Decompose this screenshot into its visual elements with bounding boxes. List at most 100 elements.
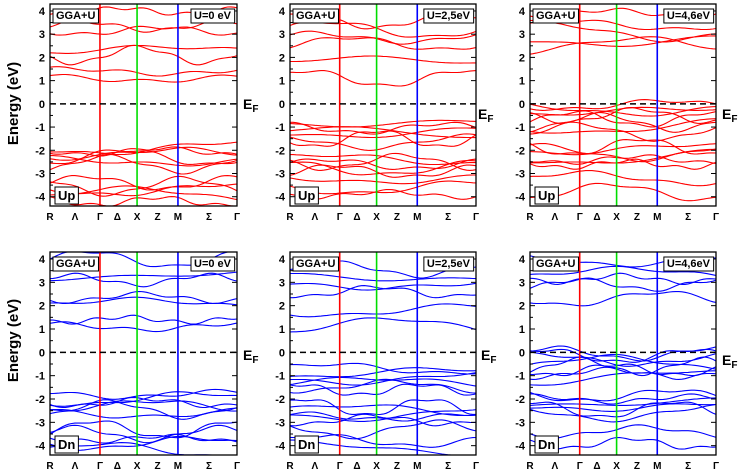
band-line xyxy=(290,413,476,427)
method-label-box xyxy=(52,256,99,272)
fermi-label-2: EF xyxy=(478,106,494,125)
k-point-label: Γ xyxy=(577,461,583,472)
band-line xyxy=(530,103,716,117)
k-point-label: Λ xyxy=(552,212,559,223)
band-line xyxy=(290,303,476,318)
method-label-box xyxy=(532,256,579,272)
y-tick-label: -2 xyxy=(515,394,525,406)
k-point-label: R xyxy=(46,461,54,472)
band-line xyxy=(530,389,716,402)
bands-group xyxy=(50,6,237,206)
band-line xyxy=(530,182,716,202)
band-line xyxy=(530,139,716,155)
spin-label: Up xyxy=(538,188,555,203)
k-point-label: Λ xyxy=(312,212,319,223)
band-line xyxy=(290,434,476,448)
k-point-label: X xyxy=(373,212,380,223)
spin-label-box xyxy=(54,186,79,205)
k-point-label: Z xyxy=(634,212,640,223)
band-line xyxy=(290,37,476,50)
y-tick-label: 2 xyxy=(39,301,45,313)
method-label-box xyxy=(532,8,579,24)
band-line xyxy=(530,401,716,418)
band-line xyxy=(50,44,237,66)
band-line xyxy=(290,70,476,87)
k-point-label: Σ xyxy=(206,461,212,472)
y-tick-label: 2 xyxy=(279,301,285,313)
y-tick-label: -3 xyxy=(35,417,45,429)
k-point-label: Γ xyxy=(97,461,103,472)
y-axis-label-top: Energy (eV) xyxy=(5,61,23,146)
band-line xyxy=(290,127,476,139)
y-tick-label: 4 xyxy=(519,254,526,266)
k-point-label: Γ xyxy=(473,212,479,223)
k-point-label: Γ xyxy=(337,461,343,472)
method-label: GGA+U xyxy=(296,258,335,270)
k-point-label: Γ xyxy=(713,212,719,223)
y-tick-label: 2 xyxy=(39,52,45,64)
y-tick-label: -1 xyxy=(275,371,285,383)
k-point-label: Λ xyxy=(72,212,79,223)
y-tick-label: 4 xyxy=(39,254,46,266)
band-line xyxy=(290,409,476,422)
y-tick-label: -1 xyxy=(35,371,45,383)
k-point-label: R xyxy=(46,212,54,223)
fermi-label-5: EF xyxy=(481,347,497,366)
band-line xyxy=(290,376,476,387)
method-label: GGA+U xyxy=(536,10,575,22)
band-line xyxy=(50,272,237,288)
band-line xyxy=(530,118,716,134)
k-point-label: Z xyxy=(634,461,640,472)
band-line xyxy=(50,391,237,407)
spin-label-box xyxy=(54,435,79,454)
y-tick-label: -1 xyxy=(35,122,45,134)
y-tick-label: -2 xyxy=(515,145,525,157)
k-point-label: R xyxy=(526,212,534,223)
band-line xyxy=(290,21,476,38)
y-tick-label: 2 xyxy=(519,52,525,64)
k-point-label: X xyxy=(613,461,620,472)
y-tick-label: 3 xyxy=(39,277,45,289)
y-tick-label: -3 xyxy=(275,168,285,180)
k-point-label: Δ xyxy=(593,461,600,472)
y-tick-label: 1 xyxy=(39,76,45,88)
k-point-label: Γ xyxy=(577,212,583,223)
k-point-label: Λ xyxy=(552,461,559,472)
k-point-label: Γ xyxy=(713,461,719,472)
y-tick-label: -2 xyxy=(35,394,45,406)
y-tick-label: 0 xyxy=(279,99,285,111)
band-line xyxy=(530,169,716,187)
band-line xyxy=(290,272,476,282)
y-tick-label: 3 xyxy=(279,277,285,289)
band-line xyxy=(290,130,476,147)
band-line xyxy=(290,362,476,375)
k-point-label: Δ xyxy=(114,461,121,472)
y-tick-label: 1 xyxy=(519,76,525,88)
band-line xyxy=(530,403,716,423)
y-tick-label: -4 xyxy=(275,192,286,204)
y-tick-label: 1 xyxy=(39,324,45,336)
band-line xyxy=(530,397,716,406)
spin-label: Dn xyxy=(538,437,555,452)
band-line xyxy=(50,183,237,197)
u-value-label: U=4,6eV xyxy=(667,10,711,22)
k-point-label: Γ xyxy=(337,212,343,223)
bands-group xyxy=(290,260,476,455)
band-line xyxy=(530,393,716,405)
u-value-label-box xyxy=(190,256,236,272)
u-value-label: U=2,5eV xyxy=(427,10,471,22)
y-tick-label: 0 xyxy=(39,99,45,111)
band-line xyxy=(290,133,476,151)
band-line xyxy=(530,353,716,370)
fermi-label-6: EF xyxy=(722,352,738,371)
spin-label: Up xyxy=(58,188,75,203)
y-tick-label: -3 xyxy=(275,417,285,429)
y-tick-label: -4 xyxy=(515,441,526,453)
y-tick-label: -1 xyxy=(515,371,525,383)
band-line xyxy=(50,314,237,325)
u-value-label-box xyxy=(423,8,475,24)
bands-group xyxy=(530,7,716,202)
